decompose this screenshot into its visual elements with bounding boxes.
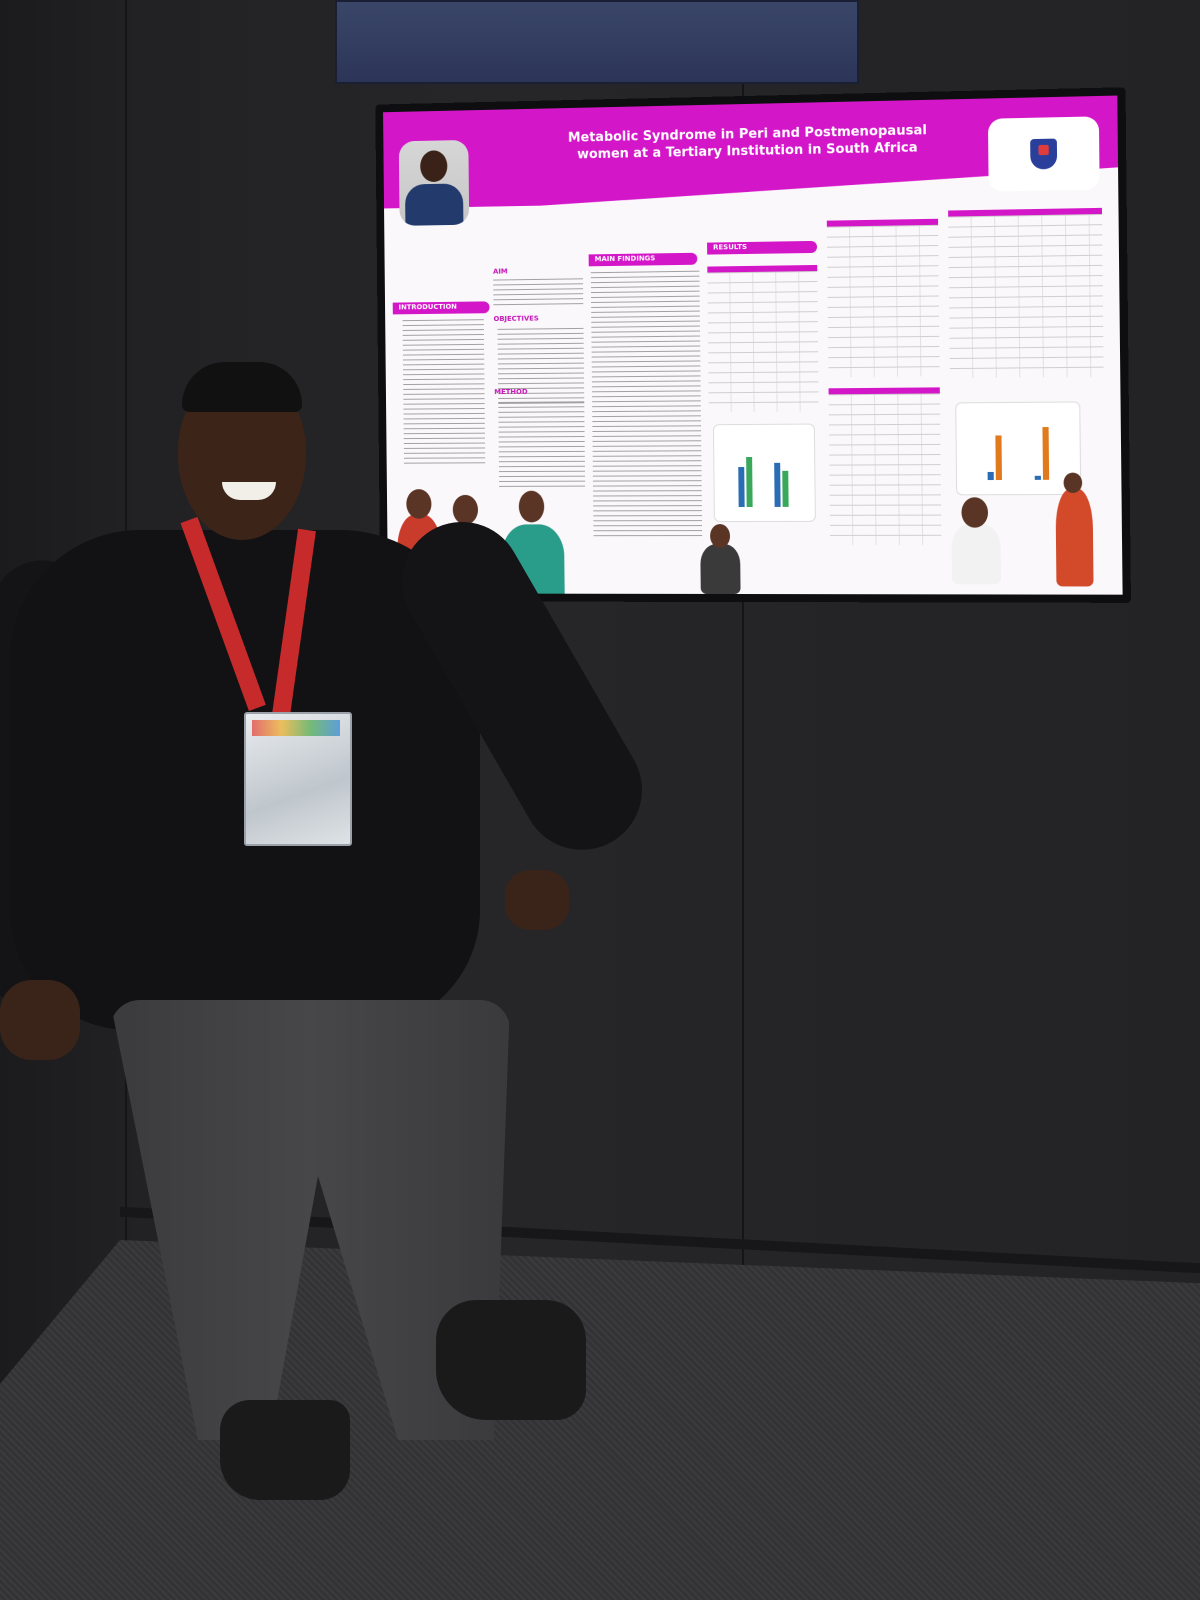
presenter-person [0,360,620,1540]
poster-photo-woman-6 [1055,489,1093,587]
left-hand [0,980,80,1060]
right-hand-pointing [505,870,569,930]
left-boot [220,1400,350,1500]
section-aim: AIM [493,268,508,276]
results-table-4 [948,208,1104,378]
section-results: RESULTS [707,241,817,255]
overhead-screen [335,0,859,84]
poster-photo-woman-5 [951,524,1001,585]
right-boot [436,1300,586,1420]
results-table-2 [827,219,940,377]
section-objectives: OBJECTIVES [493,315,538,323]
results-table-3 [829,387,942,545]
poster-bar-chart-2 [955,401,1081,495]
aim-text [493,278,583,309]
results-table-1 [707,265,818,412]
section-main-findings: MAIN FINDINGS [589,253,698,267]
university-logo [988,116,1100,191]
section-introduction: INTRODUCTION [393,301,490,314]
author-photo [399,140,469,226]
hair [182,362,302,412]
poster-bar-chart-1 [713,424,816,523]
poster-photo-woman-4 [700,544,740,594]
conference-badge [244,712,352,846]
university-crest-icon [1030,139,1057,170]
